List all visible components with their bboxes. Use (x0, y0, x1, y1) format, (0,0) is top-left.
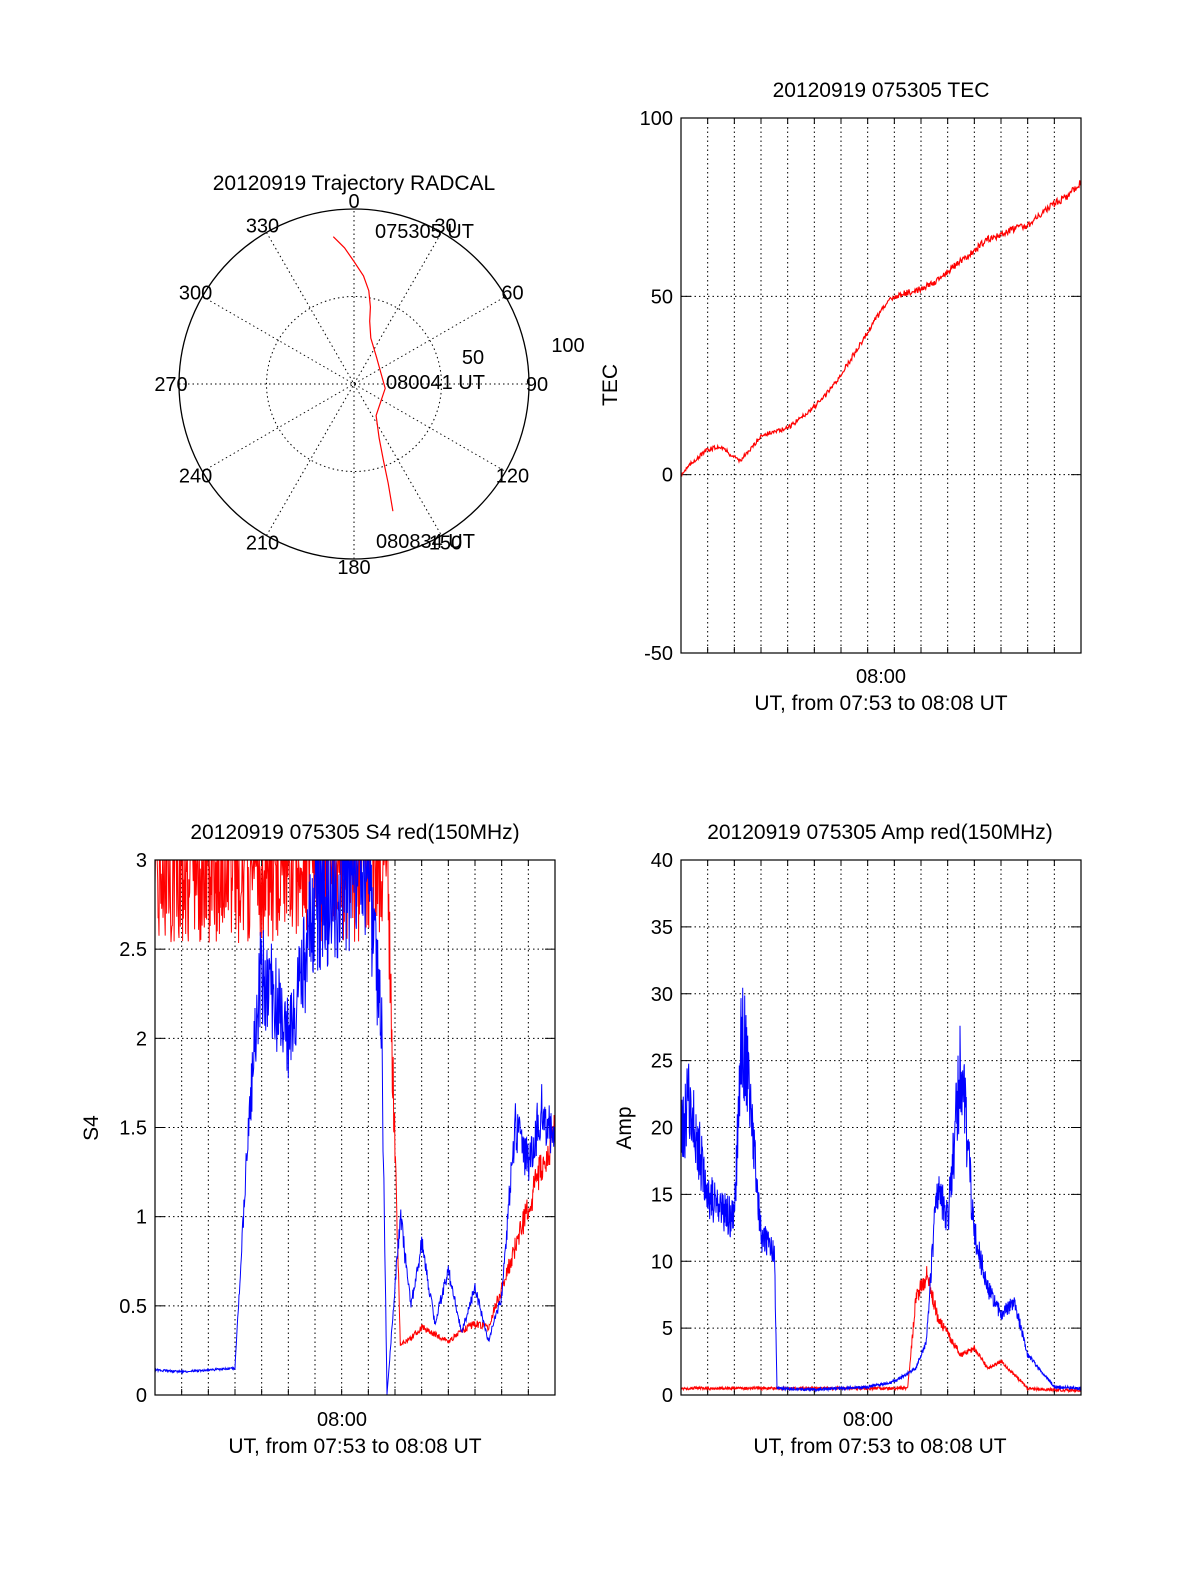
polar-azimuth-label: 300 (179, 283, 212, 305)
trajectory-mid-label: 080041 UT (386, 372, 485, 394)
s4-ylabel: S4 (80, 1115, 103, 1141)
ytick-label: 0.5 (119, 1296, 147, 1318)
polar-radial-label-100: 100 (551, 335, 584, 357)
amp-ytick-labels: 0 5 10 15 20 25 30 35 40 (651, 850, 673, 1407)
amp-panel: 20120919 075305 Amp red(150MHz) Amp 08:0… (613, 821, 1082, 1458)
tec-series (680, 180, 1082, 477)
tec-ticks (680, 117, 1082, 654)
tec-grid (681, 118, 1081, 653)
polar-trajectory-panel: 20120919 Trajectory RADCAL 0 30 60 90 120 150… (154, 172, 584, 579)
ytick-label: 30 (651, 984, 673, 1006)
polar-azimuth-label: 210 (246, 532, 279, 554)
polar-azimuth-label: 180 (337, 557, 370, 579)
ytick-label: 40 (651, 850, 673, 872)
polar-trajectory-line (332, 236, 394, 512)
amp-plot-frame (680, 859, 1082, 1396)
polar-azimuth-labels: 0 30 60 90 120 150 180 210 240 270 300 330 (154, 191, 548, 579)
tec-xlabel: UT, from 07:53 to 08:08 UT (754, 692, 1007, 715)
amp-grid (681, 860, 1081, 1395)
polar-azimuth-label: 30 (434, 216, 456, 238)
tec-plot-frame (680, 117, 1082, 654)
amp-xlabel: UT, from 07:53 to 08:08 UT (753, 1435, 1006, 1458)
ytick-label: 25 (651, 1051, 673, 1073)
polar-azimuth-label: 240 (179, 466, 212, 488)
polar-azimuth-label: 90 (526, 374, 548, 396)
amp-title: 20120919 075305 Amp red(150MHz) (707, 821, 1053, 844)
series-line-red (154, 859, 556, 1346)
polar-title: 20120919 Trajectory RADCAL (213, 172, 496, 195)
ytick-label: 35 (651, 917, 673, 939)
ytick-label: 20 (651, 1118, 673, 1140)
amp-xtick-0800: 08:00 (843, 1409, 893, 1431)
ytick-label: 3 (136, 850, 147, 872)
s4-plot-frame (154, 859, 556, 1396)
tec-xtick-0800: 08:00 (856, 666, 906, 688)
ytick-label: 1.5 (119, 1118, 147, 1140)
polar-grid (178, 208, 530, 560)
polar-azimuth-label: 150 (429, 532, 462, 554)
tec-ytick-labels: -50 0 50 100 (640, 108, 673, 665)
s4-xlabel: UT, from 07:53 to 08:08 UT (228, 1435, 481, 1458)
tec-panel: 20120919 075305 TEC TEC 08:00 UT, from 0… (599, 79, 1082, 715)
ytick-label: 0 (662, 465, 673, 487)
ytick-label: 5 (662, 1318, 673, 1340)
series-line-blue (154, 859, 556, 1395)
polar-radial-label-50: 50 (462, 347, 484, 369)
ytick-label: -50 (644, 643, 673, 665)
polar-azimuth-label: 270 (154, 374, 187, 396)
ytick-label: 0 (136, 1385, 147, 1407)
ytick-label: 50 (651, 286, 673, 308)
s4-ytick-labels: 0 0.5 1 1.5 2 2.5 3 (119, 850, 147, 1407)
series-line-red (680, 180, 1082, 477)
ytick-label: 15 (651, 1184, 673, 1206)
ytick-label: 0 (662, 1385, 673, 1407)
polar-azimuth-label: 330 (246, 216, 279, 238)
s4-grid (155, 860, 555, 1395)
amp-series (680, 987, 1082, 1394)
polar-azimuth-label: 0 (348, 191, 359, 213)
polar-azimuth-label: 120 (496, 466, 529, 488)
trajectory-end-label: 080834 UT (376, 531, 475, 553)
tec-ylabel: TEC (599, 364, 622, 406)
ytick-label: 10 (651, 1251, 673, 1273)
s4-xtick-0800: 08:00 (317, 1409, 367, 1431)
tec-title: 20120919 075305 TEC (773, 79, 990, 102)
ytick-label: 100 (640, 108, 673, 130)
series-line-red (680, 1266, 1082, 1394)
polar-azimuth-label: 60 (501, 283, 523, 305)
series-line-blue (680, 987, 1082, 1393)
ytick-label: 1 (136, 1207, 147, 1229)
s4-title: 20120919 075305 S4 red(150MHz) (190, 821, 519, 844)
trajectory-start-label: 075305 UT (375, 221, 474, 243)
ytick-label: 2 (136, 1028, 147, 1050)
s4-panel: 20120919 075305 S4 red(150MHz) S4 08:00 … (80, 821, 556, 1458)
ytick-label: 2.5 (119, 939, 147, 961)
amp-ylabel: Amp (613, 1106, 636, 1149)
